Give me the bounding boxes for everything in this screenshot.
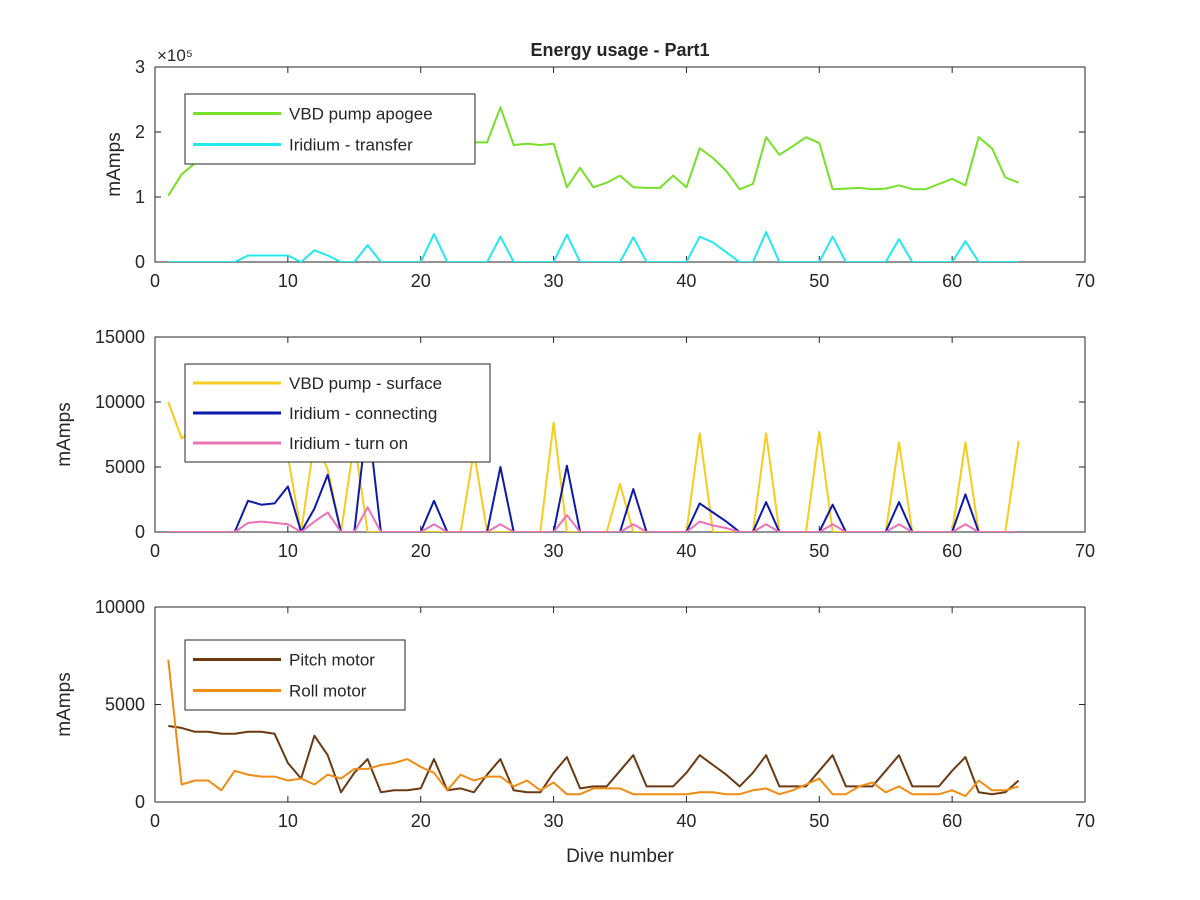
y-tick-label: 0	[135, 252, 145, 272]
x-tick-label: 0	[150, 811, 160, 831]
x-axis-label: Dive number	[566, 846, 674, 867]
x-tick-label: 30	[544, 541, 564, 561]
x-tick-label: 50	[809, 811, 829, 831]
x-tick-label: 30	[544, 271, 564, 291]
series-line-1	[167, 401, 1020, 532]
legend: Pitch motor Roll motor	[184, 639, 406, 711]
legend-label: Roll motor	[289, 682, 367, 701]
series-line-1	[168, 725, 1020, 796]
x-tick-label: 40	[676, 541, 696, 561]
figure-title: Energy usage - Part1	[530, 40, 709, 60]
x-tick-label: 0	[150, 271, 160, 291]
y-axis-label: mAmps	[104, 132, 125, 196]
x-tick-label: 20	[411, 271, 431, 291]
legend-label: VBD pump - surface	[289, 374, 442, 393]
x-tick-label: 60	[942, 541, 962, 561]
y-tick-label: 15000	[95, 327, 145, 347]
x-tick-label: 20	[411, 541, 431, 561]
x-tick-label: 50	[809, 541, 829, 561]
subplots: 0 10 20 30 40 50 60 70 0 1 2 3 ×10⁵ mAmps VBD pump apo…	[54, 46, 1095, 867]
y-tick-label: 10000	[95, 597, 145, 617]
y-exponent-label: ×10⁵	[157, 46, 193, 65]
y-tick-label: 1	[135, 187, 145, 207]
x-tick-label: 30	[544, 811, 564, 831]
x-tick-label: 10	[278, 541, 298, 561]
x-tick-label: 70	[1075, 811, 1095, 831]
legend-box	[184, 639, 406, 711]
series-group	[167, 401, 1020, 532]
x-tick-label: 50	[809, 271, 829, 291]
x-tick-label: 60	[942, 271, 962, 291]
y-axis-label: mAmps	[54, 402, 75, 466]
legend-label: VBD pump apogee	[289, 105, 433, 124]
legend-label: Iridium - transfer	[289, 136, 413, 155]
series-line-2	[168, 231, 1019, 262]
x-tick-label: 40	[676, 271, 696, 291]
y-tick-label: 10000	[95, 392, 145, 412]
x-tick-label: 60	[942, 811, 962, 831]
series-line-3	[168, 506, 1019, 532]
x-tick-label: 70	[1075, 541, 1095, 561]
legend-label: Iridium - connecting	[289, 404, 437, 423]
y-tick-label: 5000	[105, 695, 145, 715]
y-tick-label: 2	[135, 122, 145, 142]
y-axis-label: mAmps	[54, 672, 75, 736]
legend-box	[184, 93, 476, 165]
x-tick-label: 20	[411, 811, 431, 831]
y-tick-label: 0	[135, 522, 145, 542]
legend-label: Iridium - turn on	[289, 434, 408, 453]
x-tick-label: 70	[1075, 271, 1095, 291]
y-tick-label: 3	[135, 57, 145, 77]
series-line-2	[167, 659, 1019, 798]
legend: VBD pump apogee Iridium - transfer	[184, 93, 476, 165]
x-tick-label: 0	[150, 541, 160, 561]
subplot-1: 0 10 20 30 40 50 60 70 0 1 2 3 ×10⁵ mAmps VBD pump apo…	[104, 46, 1095, 291]
x-tick-label: 10	[278, 271, 298, 291]
legend-label: Pitch motor	[289, 651, 375, 670]
x-tick-label: 10	[278, 811, 298, 831]
y-tick-label: 5000	[105, 457, 145, 477]
subplot-3: 0 10 20 30 40 50 60 70 0 5000 10000 mAmps Dive numbe…	[54, 597, 1095, 867]
subplot-2: 0 10 20 30 40 50 60 70 0 5000 10000 15000 mAmps VBD p…	[54, 327, 1095, 561]
y-tick-label: 0	[135, 792, 145, 812]
x-tick-label: 40	[676, 811, 696, 831]
legend: VBD pump - surface Iridium - connecting Ir…	[184, 363, 491, 463]
series-line-2	[168, 414, 1019, 532]
series-group	[167, 659, 1020, 798]
